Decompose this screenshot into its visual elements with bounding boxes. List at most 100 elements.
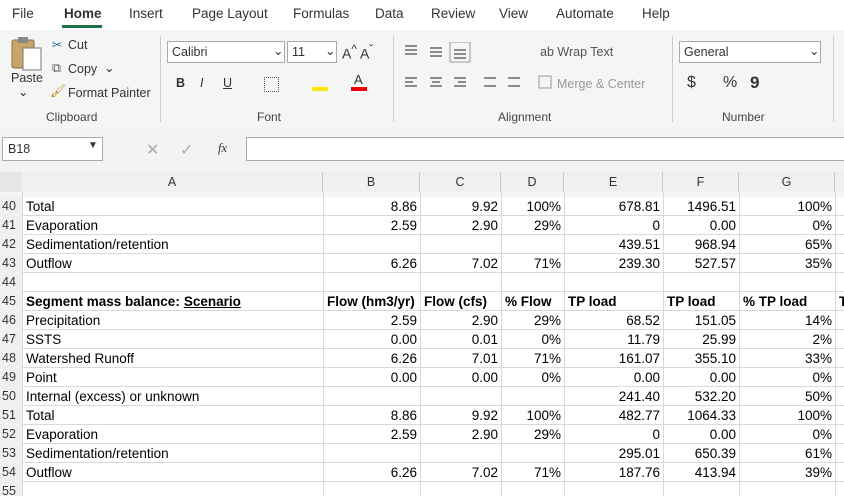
cell: 2.90 — [471, 427, 498, 442]
cell-text: Scenario — [183, 294, 241, 309]
cell: 29% — [533, 427, 561, 442]
grid-line — [22, 443, 844, 444]
format-painter-button[interactable]: Format Painter — [68, 86, 151, 100]
tab[interactable]: Page Layout — [192, 6, 268, 21]
cell: 71% — [533, 465, 561, 480]
tab[interactable]: Insert — [129, 6, 163, 21]
cell: Watershed Runoff — [26, 351, 135, 366]
cell: 8.86 — [390, 408, 417, 423]
cell: 33% — [804, 351, 832, 366]
column-header[interactable]: A — [22, 172, 323, 192]
tab[interactable]: Formulas — [293, 6, 350, 21]
row-header[interactable]: 48 — [0, 349, 22, 368]
cell: 161.07 — [618, 351, 660, 366]
row-header[interactable]: 51 — [0, 406, 22, 425]
copy-button[interactable]: Copy — [68, 62, 98, 76]
cell: Precipitation — [26, 313, 101, 328]
number-format-box[interactable] — [679, 41, 821, 63]
column-header[interactable]: D — [501, 172, 564, 192]
name-box[interactable] — [2, 137, 103, 161]
cell: % TP load — [743, 294, 808, 309]
cell: 7.01 — [471, 351, 498, 366]
cell: 11.79 — [627, 332, 660, 347]
cell: 241.40 — [618, 389, 660, 404]
column-header[interactable]: C — [420, 172, 501, 192]
insert-function-button[interactable]: fx — [218, 141, 228, 155]
italic-button[interactable]: I — [200, 76, 204, 90]
row-header[interactable]: 40 — [0, 197, 22, 216]
row-header[interactable]: 41 — [0, 216, 22, 235]
column-header[interactable]: E — [564, 172, 663, 192]
cell: 0.00 — [633, 370, 660, 385]
row-header[interactable]: 52 — [0, 425, 22, 444]
column-header[interactable]: G — [739, 172, 835, 192]
row-header[interactable]: 45 — [0, 292, 22, 311]
row-sliver — [0, 192, 844, 197]
borders-button[interactable] — [264, 77, 279, 92]
row-header[interactable]: 49 — [0, 368, 22, 387]
cell: 71% — [533, 351, 561, 366]
row-header[interactable]: 44 — [0, 273, 22, 292]
font-size-box[interactable] — [287, 41, 337, 63]
cell: 0 — [652, 218, 660, 233]
row-header[interactable]: 47 — [0, 330, 22, 349]
cell: 6.26 — [390, 465, 417, 480]
cell: 0% — [812, 218, 832, 233]
row-header[interactable]: 43 — [0, 254, 22, 273]
currency-button[interactable]: $ — [687, 74, 696, 91]
cell: Evaporation — [26, 218, 99, 233]
tab[interactable]: Automate — [556, 6, 614, 21]
column-header[interactable]: F — [663, 172, 739, 192]
group-label: Alignment — [498, 110, 552, 124]
group-label: Clipboard — [46, 110, 98, 124]
percent-button[interactable]: % — [723, 74, 738, 91]
row-header[interactable]: 55 — [0, 482, 22, 496]
row-header[interactable]: 53 — [0, 444, 22, 463]
row-header[interactable]: 50 — [0, 387, 22, 406]
grid-line — [739, 192, 740, 496]
tab[interactable]: Review — [431, 6, 476, 21]
menu-bar — [0, 0, 844, 30]
cell: 71% — [533, 256, 561, 271]
paste-icon[interactable] — [10, 36, 44, 72]
cell: 25.99 — [702, 332, 736, 347]
cell: Internal (excess) or unknown — [26, 389, 200, 404]
tab[interactable]: View — [499, 6, 529, 21]
cell: 29% — [533, 218, 561, 233]
cell: Segment mass balance: Scenario — [23, 292, 323, 311]
row-header[interactable]: 42 — [0, 235, 22, 254]
merge-center-button[interactable]: Merge & Center — [557, 77, 646, 91]
bold-button[interactable]: B — [176, 76, 186, 90]
font-name-box[interactable] — [167, 41, 285, 63]
fill-color[interactable] — [312, 87, 328, 91]
column-header[interactable]: B — [323, 172, 420, 192]
select-all[interactable] — [0, 172, 22, 192]
cut-button[interactable]: Cut — [68, 38, 88, 52]
grid-line — [22, 215, 844, 216]
cell: 100% — [526, 199, 561, 214]
font-name: Calibri — [172, 45, 208, 59]
tab[interactable]: File — [12, 6, 34, 21]
underline-button[interactable]: U — [223, 76, 233, 90]
tab[interactable]: Data — [375, 6, 404, 21]
tab[interactable]: Home — [64, 6, 102, 21]
grid-line — [22, 329, 844, 330]
cell: 482.77 — [618, 408, 660, 423]
cell: 0% — [541, 332, 561, 347]
cell: TP load (kg/yr) — [568, 294, 617, 309]
row-header[interactable]: 54 — [0, 463, 22, 482]
alignment-icons[interactable] — [402, 42, 672, 92]
grid-line — [22, 348, 844, 349]
wrap-text-button[interactable]: ab Wrap Text — [540, 45, 614, 59]
paste-button[interactable]: Paste — [11, 71, 43, 85]
cell: 2.59 — [390, 313, 417, 328]
font-color[interactable] — [351, 87, 367, 91]
cell: Total — [26, 408, 55, 423]
grid-line — [663, 192, 664, 496]
cell: 151.05 — [694, 313, 736, 328]
formula-input[interactable] — [246, 137, 844, 161]
tab[interactable]: Help — [642, 6, 670, 21]
row-header[interactable]: 46 — [0, 311, 22, 330]
comma-button[interactable]: 9 — [750, 73, 760, 92]
